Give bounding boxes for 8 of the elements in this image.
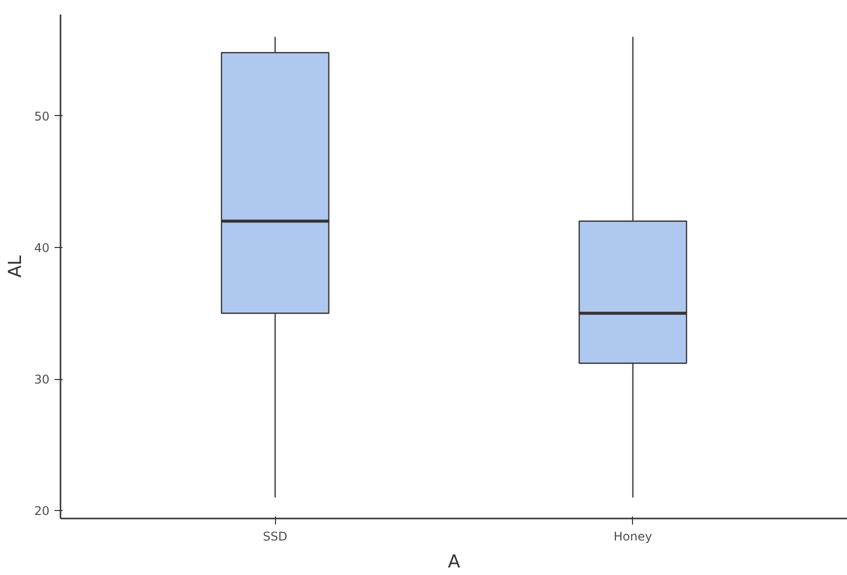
y-tick-label: 50 [34,109,50,124]
x-tick-label: Honey [614,530,652,544]
y-tick-label: 30 [34,372,50,387]
x-tick-label: SSD [262,530,288,544]
y-axis-title: AL [5,255,26,278]
x-axis-title: A [448,552,461,572]
y-tick-label: 40 [34,240,50,255]
y-tick-label: 20 [34,504,50,518]
